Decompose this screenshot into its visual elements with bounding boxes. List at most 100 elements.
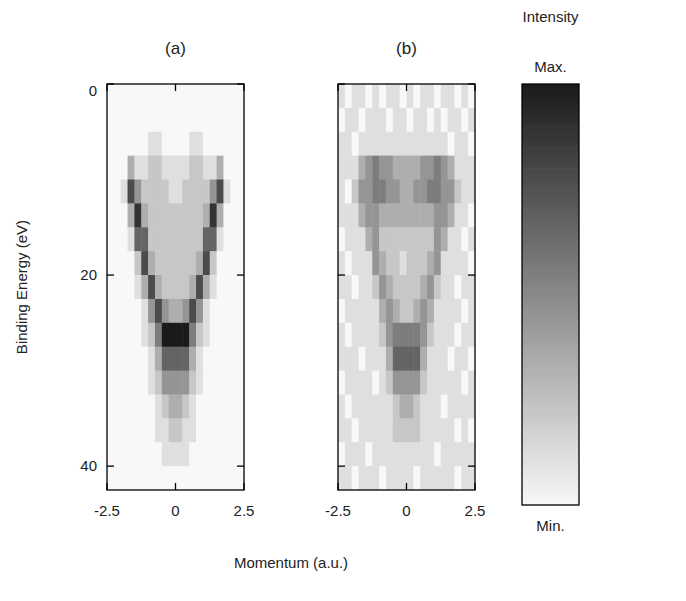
cell (107, 371, 114, 395)
cell (134, 466, 141, 490)
cell (393, 84, 400, 108)
cell (128, 251, 135, 275)
cell (141, 108, 148, 132)
colorbar-step (522, 242, 579, 248)
cell (217, 227, 224, 251)
colorbar-step (522, 158, 579, 164)
cell (210, 347, 217, 371)
cell (121, 299, 128, 323)
cell (189, 84, 196, 108)
cell (365, 203, 372, 227)
cell (379, 227, 386, 251)
cell (372, 466, 379, 490)
cell (182, 418, 189, 442)
cell (196, 442, 203, 466)
cell (413, 108, 420, 132)
cell (345, 347, 352, 371)
cell (393, 323, 400, 347)
cell (454, 323, 461, 347)
cell (169, 108, 176, 132)
cell (359, 108, 366, 132)
cell (393, 180, 400, 204)
cell (182, 442, 189, 466)
cell (169, 156, 176, 180)
cell (237, 203, 244, 227)
cell (148, 275, 155, 299)
cell (134, 418, 141, 442)
cell (230, 275, 237, 299)
cell (107, 180, 114, 204)
cell (237, 180, 244, 204)
cell (441, 442, 448, 466)
cell (203, 108, 210, 132)
cell (189, 251, 196, 275)
cell (128, 347, 135, 371)
cell (148, 108, 155, 132)
colorbar-step (522, 463, 579, 469)
cell (114, 323, 121, 347)
cell (196, 418, 203, 442)
colorbar-step (522, 442, 579, 448)
cell (393, 394, 400, 418)
cell (407, 108, 414, 132)
cell (407, 132, 414, 156)
cell (114, 251, 121, 275)
colorbar-step (522, 426, 579, 432)
colorbar-step (522, 237, 579, 243)
frame (107, 84, 244, 490)
colorbar-title: Intensity (523, 8, 579, 25)
cell (121, 418, 128, 442)
cell (217, 275, 224, 299)
cell (162, 132, 169, 156)
cell (237, 418, 244, 442)
cell (196, 394, 203, 418)
cell (427, 442, 434, 466)
x-tick (106, 483, 107, 490)
cell (407, 394, 414, 418)
x-tick-label: 2.5 (465, 502, 486, 519)
cell (400, 466, 407, 490)
cell (128, 203, 135, 227)
cell (176, 371, 183, 395)
cell (338, 203, 345, 227)
cell (441, 180, 448, 204)
cell (176, 180, 183, 204)
cell (427, 347, 434, 371)
cell (107, 299, 114, 323)
cell (162, 418, 169, 442)
cell (365, 299, 372, 323)
cell (210, 132, 217, 156)
cell (413, 347, 420, 371)
cell (223, 275, 230, 299)
colorbar-step (522, 205, 579, 211)
y-tick (468, 465, 475, 466)
cell (359, 442, 366, 466)
y-tick-label: 20 (80, 266, 97, 283)
cell (441, 299, 448, 323)
cell (141, 347, 148, 371)
cell (189, 418, 196, 442)
cell (461, 371, 468, 395)
cell (427, 108, 434, 132)
cell (223, 371, 230, 395)
cell (134, 299, 141, 323)
colorbar-step (522, 210, 579, 216)
cell (345, 466, 352, 490)
cell (400, 299, 407, 323)
cell (182, 323, 189, 347)
y-tick (468, 83, 475, 84)
cell (434, 156, 441, 180)
cell (372, 108, 379, 132)
cell (223, 323, 230, 347)
cell (338, 227, 345, 251)
cell (128, 418, 135, 442)
cell (352, 323, 359, 347)
cell (182, 275, 189, 299)
cell (468, 466, 475, 490)
x-tick-label: -2.5 (325, 502, 351, 519)
cell (162, 371, 169, 395)
cell (352, 275, 359, 299)
cell (134, 156, 141, 180)
cell (148, 442, 155, 466)
cell (203, 347, 210, 371)
